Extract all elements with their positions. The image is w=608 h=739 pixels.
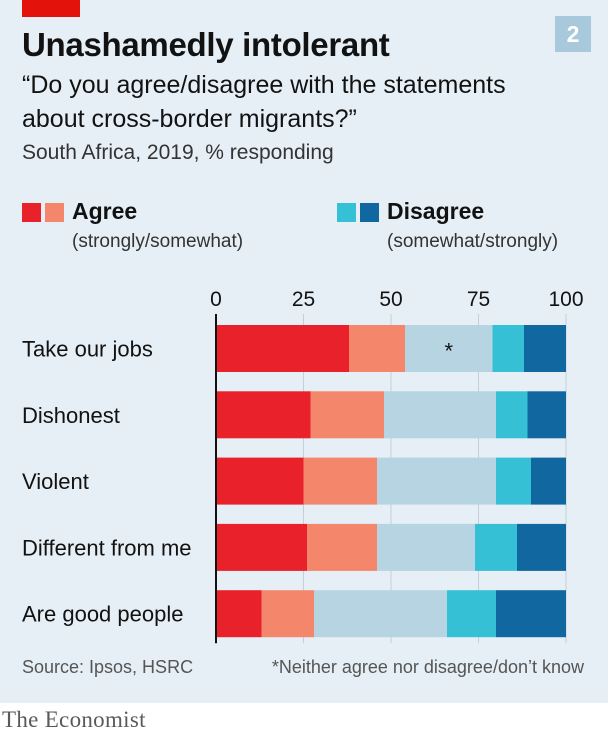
- bar-segment: [475, 523, 517, 571]
- legend-disagree-sub: (somewhat/strongly): [387, 231, 559, 252]
- footnote: *Neither agree nor disagree/don’t know: [271, 657, 584, 677]
- bar-segment: [524, 325, 566, 372]
- bar-segment: [531, 457, 566, 505]
- bar-segment: [303, 457, 377, 505]
- x-tick-label: 50: [379, 288, 402, 311]
- category-label: Are good people: [22, 602, 183, 627]
- brand-wordmark: The Economist: [2, 707, 146, 732]
- category-label: Different from me: [22, 535, 192, 560]
- legend-disagree-label: Disagree: [387, 198, 485, 224]
- bar-segment: [496, 590, 566, 638]
- bar-segment: [492, 325, 524, 372]
- legend-swatch-somewhat-disagree: [337, 203, 356, 222]
- brand-tab: [22, 0, 80, 17]
- bar-segment: [496, 391, 528, 439]
- bar-segment: [216, 523, 307, 571]
- bar-segment: [527, 391, 566, 439]
- bar-segment: [307, 523, 377, 571]
- bar-segment: [447, 590, 496, 638]
- source-note: Source: Ipsos, HSRC: [22, 657, 194, 677]
- chart-subtitle: “Do you agree/disagree with the statemen…: [22, 71, 506, 133]
- bar-segment: [377, 457, 496, 505]
- chart-number-badge: 2: [555, 16, 591, 52]
- x-tick-label: 25: [292, 288, 315, 311]
- legend-swatch-strongly-agree: [22, 203, 41, 222]
- category-label: Violent: [22, 469, 89, 494]
- bar-segment: [314, 590, 447, 638]
- bar-segment: [216, 325, 349, 372]
- legend-agree-label: Agree: [72, 198, 138, 224]
- bar-segment: [216, 590, 262, 638]
- bar-segment: [349, 325, 405, 372]
- bar-segment: [496, 457, 531, 505]
- chart-title: Unashamedly intolerant: [22, 26, 390, 63]
- bar-segment: [405, 325, 493, 372]
- bar-segment: [517, 523, 566, 571]
- bar-segment: [261, 590, 314, 638]
- x-tick-label: 0: [210, 288, 222, 311]
- bar-segment: [377, 523, 475, 571]
- chart-note: South Africa, 2019, % responding: [22, 141, 334, 164]
- legend-swatch-somewhat-agree: [45, 203, 64, 222]
- bar-segment: [310, 391, 384, 439]
- bar-annotation: *: [444, 339, 453, 364]
- bar-segment: [384, 391, 496, 439]
- category-label: Take our jobs: [22, 337, 153, 362]
- bar-segment: [216, 457, 304, 505]
- legend-agree-sub: (strongly/somewhat): [72, 231, 244, 252]
- category-label: Dishonest: [22, 403, 120, 428]
- legend-swatch-strongly-disagree: [360, 203, 379, 222]
- stacked-bar-chart: 0 25 50 75 100 Take our jobs * Dishonest Violent…: [22, 288, 584, 644]
- bar-segment: [216, 391, 311, 439]
- x-tick-label: 75: [467, 288, 490, 311]
- x-tick-label: 100: [548, 288, 583, 311]
